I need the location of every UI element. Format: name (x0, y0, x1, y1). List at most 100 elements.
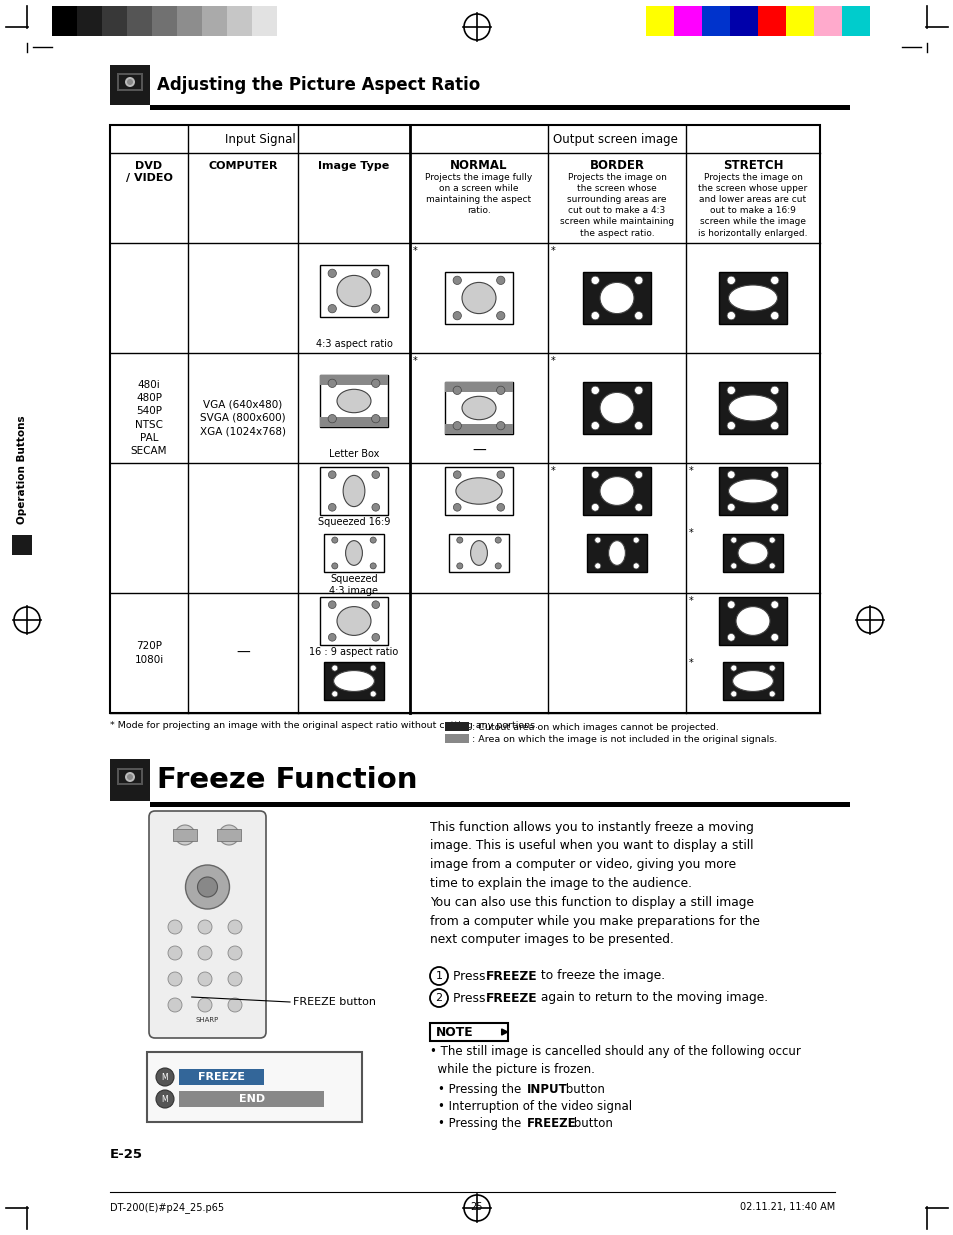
Circle shape (219, 825, 239, 845)
Circle shape (168, 920, 182, 934)
Text: Projects the image on
the screen whose upper
and lower areas are cut
out to make: Projects the image on the screen whose u… (698, 173, 807, 237)
Bar (172, 829, 196, 841)
Circle shape (770, 471, 778, 478)
Circle shape (125, 772, 135, 782)
Text: 480i
480P
540P
NTSC
PAL
SECAM: 480i 480P 540P NTSC PAL SECAM (131, 380, 167, 456)
Circle shape (591, 277, 598, 284)
Circle shape (198, 920, 212, 934)
Circle shape (770, 311, 778, 320)
Text: BORDER: BORDER (589, 159, 644, 172)
Circle shape (198, 946, 212, 960)
Circle shape (332, 563, 337, 569)
Circle shape (634, 387, 642, 394)
Text: Operation Buttons: Operation Buttons (17, 416, 27, 525)
Circle shape (174, 825, 194, 845)
Circle shape (370, 563, 375, 569)
Text: Press: Press (453, 969, 489, 983)
Text: Output screen image: Output screen image (552, 132, 677, 146)
Bar (324, 534, 384, 572)
Bar (444, 272, 513, 324)
Circle shape (768, 537, 775, 543)
Text: *: * (551, 466, 556, 475)
Circle shape (726, 601, 735, 609)
Circle shape (198, 972, 212, 986)
Text: Image Type: Image Type (318, 161, 389, 170)
Text: Squeezed
4:3 image: Squeezed 4:3 image (329, 574, 378, 597)
Circle shape (228, 946, 242, 960)
Bar (252, 6, 276, 36)
Bar (319, 467, 388, 515)
Circle shape (497, 421, 504, 430)
Text: Projects the image on
the screen whose
surrounding areas are
cut out to make a 4: Projects the image on the screen whose s… (559, 173, 674, 237)
Circle shape (453, 504, 460, 511)
Circle shape (328, 305, 336, 312)
Circle shape (726, 504, 735, 511)
Circle shape (591, 421, 598, 430)
Bar (150, 105, 849, 110)
Circle shape (372, 379, 379, 388)
Text: 25: 25 (470, 1202, 483, 1212)
Circle shape (453, 311, 461, 320)
Bar (319, 375, 388, 427)
Circle shape (127, 79, 132, 85)
Bar (319, 375, 388, 385)
FancyBboxPatch shape (149, 811, 266, 1037)
Bar (216, 829, 241, 841)
Text: again to return to the moving image.: again to return to the moving image. (537, 992, 767, 1004)
Circle shape (495, 537, 500, 543)
Text: FREEZE button: FREEZE button (293, 997, 375, 1007)
Circle shape (770, 421, 778, 430)
Bar (319, 416, 388, 427)
Circle shape (127, 774, 132, 781)
Text: 2: 2 (435, 993, 442, 1003)
Circle shape (770, 504, 778, 511)
Circle shape (430, 967, 448, 986)
Circle shape (370, 690, 375, 697)
Text: • The still image is cancelled should any of the following occur
  while the pic: • The still image is cancelled should an… (430, 1045, 800, 1076)
Circle shape (453, 421, 461, 430)
Bar (729, 6, 758, 36)
Ellipse shape (599, 283, 634, 314)
Circle shape (770, 277, 778, 284)
Circle shape (635, 471, 642, 478)
Text: • Interruption of the video signal: • Interruption of the video signal (437, 1100, 632, 1113)
Ellipse shape (728, 479, 777, 503)
Bar (119, 75, 141, 89)
Text: Adjusting the Picture Aspect Ratio: Adjusting the Picture Aspect Ratio (157, 77, 479, 94)
Bar (444, 722, 469, 731)
Text: NORMAL: NORMAL (450, 159, 507, 172)
Circle shape (497, 311, 504, 320)
Ellipse shape (599, 393, 634, 424)
Circle shape (168, 998, 182, 1011)
Text: *: * (688, 597, 693, 606)
Circle shape (332, 537, 337, 543)
Bar (444, 734, 469, 743)
Circle shape (370, 664, 375, 671)
Text: You can also use this function to display a still image
from a computer while yo: You can also use this function to displa… (430, 897, 760, 946)
Circle shape (456, 563, 462, 569)
Circle shape (328, 504, 335, 511)
Text: *: * (413, 246, 417, 256)
Bar (582, 382, 650, 433)
Text: This function allows you to instantly freeze a moving
image. This is useful when: This function allows you to instantly fr… (430, 821, 753, 889)
Text: —: — (472, 445, 485, 458)
Text: Input Signal: Input Signal (224, 132, 295, 146)
Ellipse shape (345, 541, 362, 566)
Text: NOTE: NOTE (436, 1025, 473, 1039)
Circle shape (497, 504, 504, 511)
Bar (586, 534, 646, 572)
Text: E-25: E-25 (110, 1149, 143, 1161)
Circle shape (726, 471, 735, 478)
Ellipse shape (461, 283, 496, 314)
Bar (444, 424, 513, 433)
Bar (110, 65, 150, 105)
Circle shape (453, 277, 461, 284)
Circle shape (156, 1068, 173, 1086)
Circle shape (328, 415, 336, 422)
Text: FREEZE: FREEZE (485, 992, 537, 1004)
Bar (324, 662, 384, 700)
Ellipse shape (735, 606, 769, 635)
Bar (722, 534, 782, 572)
Circle shape (634, 421, 642, 430)
Circle shape (770, 634, 778, 641)
